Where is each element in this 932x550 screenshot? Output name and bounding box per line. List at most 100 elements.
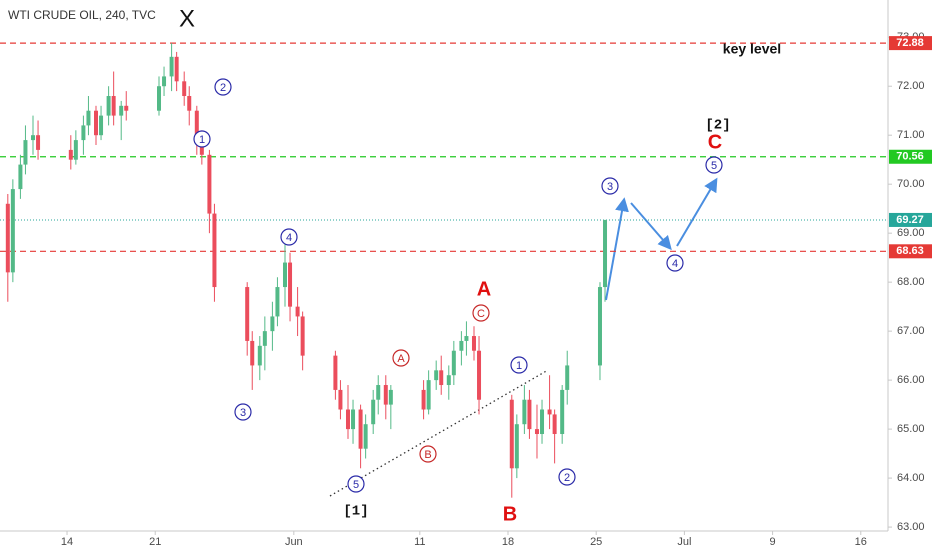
candle-body: [257, 345, 262, 366]
wave-circle: [601, 177, 619, 195]
x-tick-label: 9: [770, 536, 776, 548]
wave-label: 5: [711, 160, 717, 172]
candle-body: [426, 380, 431, 410]
candle-body: [5, 203, 10, 273]
candle-body: [514, 424, 519, 469]
candle-body: [300, 316, 305, 356]
annotation: [2]: [705, 118, 730, 134]
candle-body: [363, 424, 368, 449]
x-tick-label: Jul: [677, 536, 691, 548]
y-tick-label: 63.00: [897, 521, 925, 533]
y-tick-label: 68.00: [897, 276, 925, 288]
projection-arrow: [676, 177, 718, 247]
price-tag-label: 72.88: [896, 37, 924, 49]
candle-body: [23, 140, 28, 165]
candle-body: [552, 414, 557, 435]
wave-label: 1: [199, 134, 205, 146]
wave-circle: [666, 254, 684, 272]
wave-circle: [705, 156, 723, 174]
candle-body: [73, 140, 78, 160]
y-tick-label: 70.00: [897, 178, 925, 190]
x-tick-label: 25: [590, 536, 602, 548]
projection-arrow: [630, 202, 672, 251]
candle-body: [351, 409, 356, 430]
candle-body: [477, 350, 482, 400]
candle-body: [282, 262, 287, 288]
candle-body: [534, 429, 539, 435]
price-tag: [889, 36, 932, 51]
candle-body: [94, 110, 99, 136]
price-tag: [889, 149, 932, 164]
candle-body: [270, 316, 275, 332]
candle-body: [106, 96, 111, 116]
candle-body: [169, 56, 174, 77]
candle-body: [338, 389, 343, 410]
candle-body: [187, 96, 192, 111]
candle-body: [603, 219, 608, 288]
candle-body: [194, 110, 199, 141]
candle-body: [99, 115, 104, 136]
candle-body: [207, 154, 212, 214]
y-tick-label: 66.00: [897, 374, 925, 386]
wave-label: 4: [286, 232, 292, 244]
candle-body: [421, 389, 426, 410]
wave-circle: [510, 356, 528, 374]
candle-body: [86, 110, 91, 126]
x-tick-label: 18: [502, 536, 514, 548]
y-tick-label: 65.00: [897, 423, 925, 435]
candle-body: [459, 340, 464, 351]
wave-label: C: [477, 308, 485, 320]
candle-body: [81, 125, 86, 141]
wave-circle: [234, 403, 252, 421]
candle-body: [376, 385, 381, 400]
candle-body: [522, 399, 527, 425]
x-tick-label: Jun: [285, 536, 303, 548]
candle-body: [18, 164, 23, 190]
candle-body: [540, 409, 545, 435]
candle-body: [358, 409, 363, 449]
candle-body: [111, 96, 116, 116]
wave-circle: [558, 468, 576, 486]
candle-body: [212, 213, 217, 288]
candle-body: [162, 76, 167, 87]
candle-body: [439, 370, 444, 386]
candle-body: [245, 287, 250, 341]
y-tick-label: 64.00: [897, 472, 925, 484]
candle-body: [31, 135, 36, 141]
x-tick-label: 21: [149, 536, 161, 548]
candle-body: [560, 389, 565, 435]
wave-circle: [472, 304, 490, 322]
wave-circle: [347, 475, 365, 493]
candle-body: [68, 149, 73, 160]
candle-body: [10, 189, 15, 273]
wave-label: 1: [516, 360, 522, 372]
annotation: key level: [723, 41, 781, 57]
annotation: B: [503, 503, 517, 525]
candle-body: [388, 389, 393, 405]
wave-label: 3: [240, 407, 246, 419]
candle-body: [119, 105, 124, 116]
candle-body: [262, 331, 267, 346]
candle-body: [565, 365, 570, 390]
candle-body: [527, 399, 532, 430]
candle-body: [275, 287, 280, 317]
candle-body: [434, 370, 439, 381]
wave-label: 3: [607, 181, 613, 193]
candle-body: [124, 105, 129, 111]
price-tag-label: 69.27: [896, 214, 924, 226]
candle-body: [509, 399, 514, 469]
candle-body: [174, 56, 179, 82]
candle-body: [157, 86, 162, 111]
x-tick-label: 16: [855, 536, 867, 548]
y-tick-label: 67.00: [897, 325, 925, 337]
candle-body: [471, 336, 476, 351]
chart-title: WTI CRUDE OIL, 240, TVC: [8, 8, 156, 22]
annotation: X: [179, 5, 195, 32]
y-tick-label: 72.00: [897, 80, 925, 92]
annotation: C: [708, 131, 722, 153]
candle-body: [250, 340, 255, 366]
wave-circle: [280, 228, 298, 246]
wave-circle: [214, 78, 232, 96]
